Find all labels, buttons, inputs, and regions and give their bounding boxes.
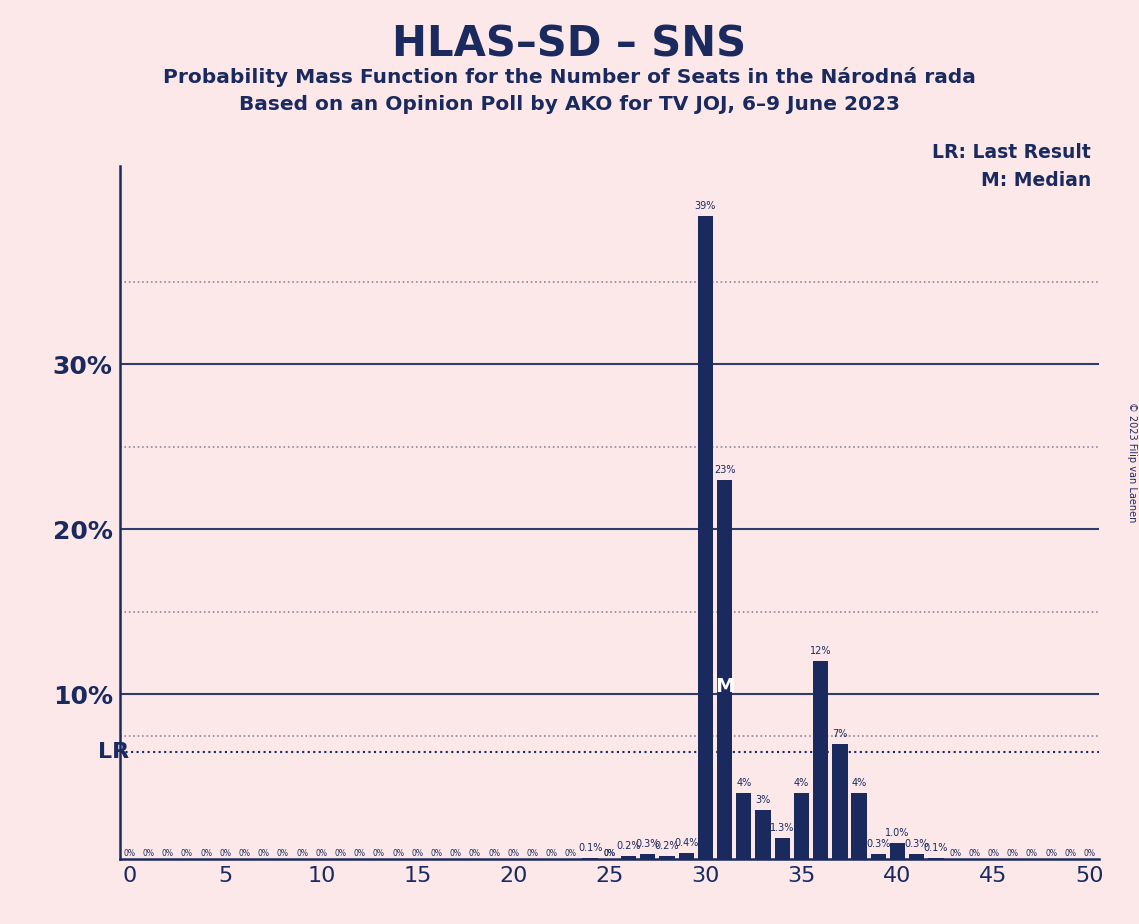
Text: 0%: 0% xyxy=(1007,848,1018,857)
Text: 0%: 0% xyxy=(238,848,251,857)
Text: 4%: 4% xyxy=(794,778,809,788)
Text: M: M xyxy=(715,676,735,696)
Text: 0%: 0% xyxy=(489,848,500,857)
Text: 0.3%: 0.3% xyxy=(636,839,659,849)
Bar xyxy=(755,809,771,859)
Text: 0%: 0% xyxy=(257,848,270,857)
Text: 0%: 0% xyxy=(450,848,461,857)
Text: 4%: 4% xyxy=(736,778,752,788)
Text: 0%: 0% xyxy=(949,848,961,857)
Text: 0%: 0% xyxy=(162,848,173,857)
Text: 23%: 23% xyxy=(714,465,736,475)
Text: HLAS–SD – SNS: HLAS–SD – SNS xyxy=(393,23,746,65)
Text: 0%: 0% xyxy=(431,848,443,857)
Text: 12%: 12% xyxy=(810,647,831,656)
Text: 39%: 39% xyxy=(695,201,716,211)
Text: 0%: 0% xyxy=(200,848,212,857)
Text: 1.3%: 1.3% xyxy=(770,823,794,833)
Bar xyxy=(794,794,809,859)
Text: © 2023 Filip van Laenen: © 2023 Filip van Laenen xyxy=(1126,402,1137,522)
Text: Based on an Opinion Poll by AKO for TV JOJ, 6–9 June 2023: Based on an Opinion Poll by AKO for TV J… xyxy=(239,95,900,115)
Text: 0%: 0% xyxy=(988,848,1000,857)
Text: 0%: 0% xyxy=(392,848,404,857)
Text: 0%: 0% xyxy=(123,848,136,857)
Text: 0%: 0% xyxy=(181,848,192,857)
Bar xyxy=(640,855,655,859)
Text: LR: Last Result: LR: Last Result xyxy=(933,143,1091,163)
Bar xyxy=(870,855,886,859)
Text: 0%: 0% xyxy=(142,848,155,857)
Bar xyxy=(833,744,847,859)
Text: 0%: 0% xyxy=(277,848,289,857)
Bar xyxy=(582,857,598,859)
Text: 3%: 3% xyxy=(755,795,771,805)
Text: 7%: 7% xyxy=(833,729,847,739)
Text: 0%: 0% xyxy=(1046,848,1057,857)
Text: 0.3%: 0.3% xyxy=(904,839,929,849)
Text: 0%: 0% xyxy=(507,848,519,857)
Text: 0%: 0% xyxy=(219,848,231,857)
Text: 0.2%: 0.2% xyxy=(616,841,641,851)
Text: 0%: 0% xyxy=(565,848,577,857)
Text: 0%: 0% xyxy=(316,848,327,857)
Text: 0%: 0% xyxy=(968,848,981,857)
Text: 0.3%: 0.3% xyxy=(866,839,891,849)
Text: Probability Mass Function for the Number of Seats in the Národná rada: Probability Mass Function for the Number… xyxy=(163,67,976,87)
Bar xyxy=(679,853,694,859)
Bar xyxy=(621,856,637,859)
Text: 0%: 0% xyxy=(546,848,558,857)
Text: 0%: 0% xyxy=(1064,848,1076,857)
Bar xyxy=(659,856,674,859)
Text: 0.2%: 0.2% xyxy=(655,841,679,851)
Text: 4%: 4% xyxy=(852,778,867,788)
Text: 0.1%: 0.1% xyxy=(577,843,603,853)
Text: LR: LR xyxy=(98,742,129,762)
Text: 0%: 0% xyxy=(604,848,615,857)
Text: 0%: 0% xyxy=(1026,848,1038,857)
Bar xyxy=(909,855,925,859)
Text: 0.4%: 0.4% xyxy=(674,838,698,848)
Text: 0%: 0% xyxy=(1083,848,1096,857)
Text: 1.0%: 1.0% xyxy=(885,828,910,838)
Text: 0%: 0% xyxy=(335,848,346,857)
Bar xyxy=(851,794,867,859)
Text: 0.1%: 0.1% xyxy=(924,843,948,853)
Bar xyxy=(736,794,752,859)
Bar xyxy=(928,857,943,859)
Text: 0%: 0% xyxy=(469,848,481,857)
Bar xyxy=(813,662,828,859)
Bar xyxy=(775,838,790,859)
Text: 0%: 0% xyxy=(526,848,539,857)
Bar xyxy=(890,843,906,859)
Text: 0%: 0% xyxy=(354,848,366,857)
Text: 0%: 0% xyxy=(604,848,615,857)
Bar xyxy=(698,216,713,859)
Text: M: Median: M: Median xyxy=(981,171,1091,190)
Text: 0%: 0% xyxy=(296,848,308,857)
Text: 0%: 0% xyxy=(411,848,424,857)
Bar xyxy=(716,480,732,859)
Text: 0%: 0% xyxy=(372,848,385,857)
